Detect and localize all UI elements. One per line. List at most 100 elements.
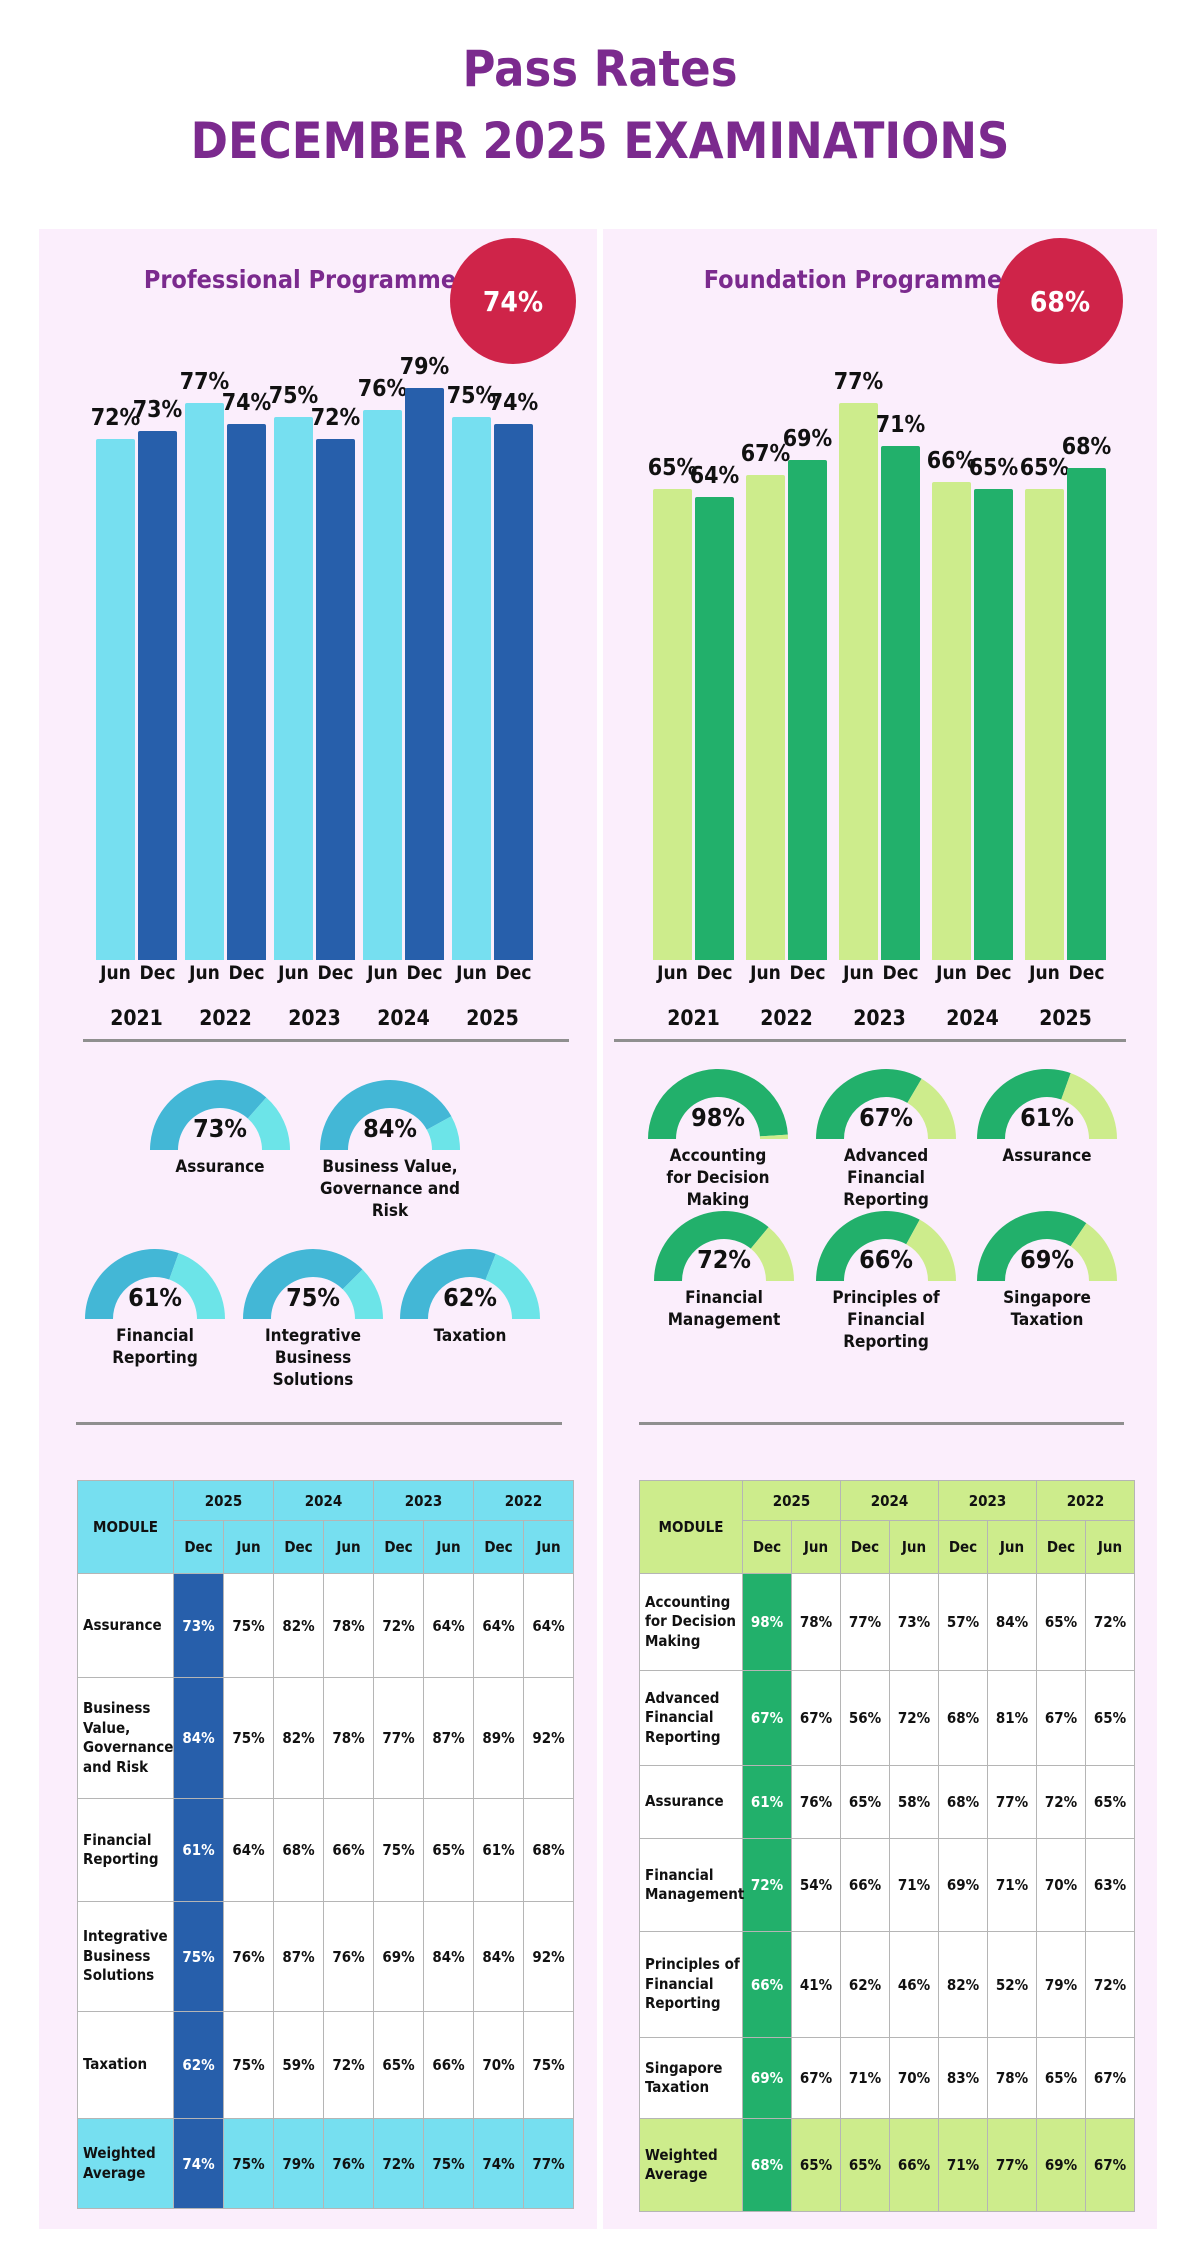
pass-rate-cell: 78%: [323, 1573, 374, 1678]
current-dec-2025-cell: 72%: [742, 1838, 792, 1932]
bar-value-label: 65%: [968, 455, 1019, 482]
year-header: 2023: [938, 1480, 1037, 1521]
year-header: 2024: [273, 1480, 374, 1521]
pass-rate-cell: 77%: [987, 1765, 1037, 1839]
module-name: Weighted Average: [639, 2118, 743, 2212]
year-label: 2023: [288, 1006, 341, 1030]
header-row: MODULE 2025 2024 2023 2022: [77, 1480, 574, 1574]
current-dec-2025-cell: 68%: [742, 2118, 792, 2212]
module-column-header: MODULE: [77, 1480, 174, 1574]
divider: [639, 1422, 1124, 1425]
session-label: Jun: [456, 962, 487, 984]
pass-rate-cell: 65%: [1085, 1765, 1135, 1839]
pass-rate-cell: 77%: [840, 1573, 890, 1671]
current-dec-2025-cell: 69%: [742, 2037, 792, 2119]
pass-rate-cell: 71%: [889, 1838, 939, 1932]
pass-rate-cell: 68%: [938, 1765, 988, 1839]
table-row: Advanced Financial Reporting 67% 67% 56% 72%…: [639, 1670, 1135, 1766]
table-row: Assurance 61% 76% 65% 58% 68% 77% 72% 65%: [639, 1765, 1135, 1839]
module-name: Principles of Financial Reporting: [639, 1931, 743, 2038]
session-label: Jun: [657, 962, 688, 984]
pass-rate-cell: 78%: [323, 1677, 374, 1799]
gauge-value: 72%: [697, 1245, 751, 1274]
gauge-fill: [648, 1068, 788, 1139]
current-dec-2025-cell: 98%: [742, 1573, 792, 1671]
bar-value-label: 66%: [926, 448, 977, 475]
gauge: [150, 1080, 290, 1150]
session-label: Jun: [367, 962, 398, 984]
pass-rate-cell: 75%: [223, 1573, 274, 1678]
pass-rate-cell: 67%: [1036, 1670, 1086, 1766]
session-label: Jun: [278, 962, 309, 984]
pass-rate-cell: 73%: [889, 1573, 939, 1671]
gauge-remainder: [342, 1269, 383, 1319]
pass-rate-cell: 65%: [840, 1765, 890, 1839]
pass-rate-cell: 70%: [889, 2037, 939, 2119]
pass-rate-cell: 63%: [1085, 1838, 1135, 1932]
pass-rate-cell: 72%: [373, 2118, 424, 2209]
gauge-module-name: Business Value, Governance and Risk: [320, 1157, 460, 1222]
session-header: Jun: [423, 1520, 474, 1574]
gauge-remainder: [247, 1097, 290, 1150]
module-name: Accounting for Decision Making: [639, 1573, 743, 1671]
session-header: Dec: [1036, 1520, 1086, 1574]
gauge-fill: [977, 1211, 1087, 1281]
bar-value-label: 64%: [689, 462, 740, 489]
year-header: 2024: [840, 1480, 939, 1521]
pass-rate-cell: 75%: [373, 1798, 424, 1902]
pass-rate-cell: 62%: [840, 1931, 890, 2038]
pass-rate-cell: 89%: [473, 1677, 524, 1799]
dec-bar: [494, 424, 533, 960]
dec-bar: [974, 489, 1013, 960]
gauge: [977, 1069, 1117, 1139]
current-dec-2025-cell: 67%: [742, 1670, 792, 1766]
bar-value-label: 68%: [1061, 433, 1112, 460]
pass-rate-cell: 71%: [840, 2037, 890, 2119]
jun-bar: [185, 402, 224, 960]
gauge-value: 98%: [691, 1103, 745, 1132]
pass-rate-cell: 74%: [473, 2118, 524, 2209]
session-label: Dec: [882, 962, 919, 984]
pass-rate-cell: 76%: [323, 1901, 374, 2012]
bar-value-label: 65%: [647, 455, 698, 482]
pass-rate-cell: 64%: [223, 1798, 274, 1902]
gauge-module-name: Financial Reporting: [112, 1326, 198, 1369]
pass-rate-cell: 65%: [840, 2118, 890, 2212]
pass-rate-cell: 64%: [523, 1573, 574, 1678]
dec-bar: [138, 431, 177, 960]
current-dec-2025-cell: 73%: [173, 1573, 224, 1678]
table-row: Financial Management 72% 54% 66% 71% 69% 71% 70…: [639, 1838, 1135, 1932]
pass-rate-cell: 65%: [373, 2011, 424, 2119]
module-column-header: MODULE: [639, 1480, 743, 1574]
pass-rate-cell: 78%: [987, 2037, 1037, 2119]
gauge-module-name: Financial Management: [667, 1288, 781, 1331]
pass-rate-cell: 57%: [938, 1573, 988, 1671]
bar-value-label: 74%: [488, 390, 539, 417]
gauge-module-name: Assurance: [1002, 1146, 1092, 1166]
session-header: Dec: [473, 1520, 524, 1574]
table-row: Assurance 73% 75% 82% 78% 72% 64% 64% 64%: [77, 1573, 574, 1678]
weighted-average-row: Weighted Average 74% 75% 79% 76% 72% 75% 74% 77%: [77, 2118, 574, 2209]
year-header: 2023: [373, 1480, 474, 1521]
year-label: 2025: [466, 1006, 519, 1030]
pass-rate-cell: 84%: [423, 1901, 474, 2012]
pass-rate-cell: 92%: [523, 1677, 574, 1799]
current-dec-2025-cell: 84%: [173, 1677, 224, 1799]
pass-rate-cell: 64%: [423, 1573, 474, 1678]
pass-rate-cell: 67%: [1085, 2037, 1135, 2119]
pass-rate-cell: 54%: [791, 1838, 841, 1932]
year-header: 2022: [473, 1480, 574, 1521]
professional-overall-badge: 74%: [450, 238, 576, 364]
table-row: Taxation 62% 75% 59% 72% 65% 66% 70% 75%: [77, 2011, 574, 2119]
bar-value-label: 72%: [310, 404, 361, 431]
pass-rate-cell: 52%: [987, 1931, 1037, 2038]
pass-rate-cell: 69%: [1036, 2118, 1086, 2212]
current-dec-2025-cell: 61%: [173, 1798, 224, 1902]
bar-value-label: 77%: [833, 368, 884, 395]
header-row: MODULE 2025 2024 2023 2022: [639, 1480, 1135, 1574]
bar-value-label: 74%: [221, 390, 272, 417]
pass-rate-cell: 75%: [223, 2118, 274, 2209]
pass-rate-cell: 79%: [1036, 1931, 1086, 2038]
gauge: [400, 1249, 540, 1319]
gauge: [320, 1080, 460, 1150]
